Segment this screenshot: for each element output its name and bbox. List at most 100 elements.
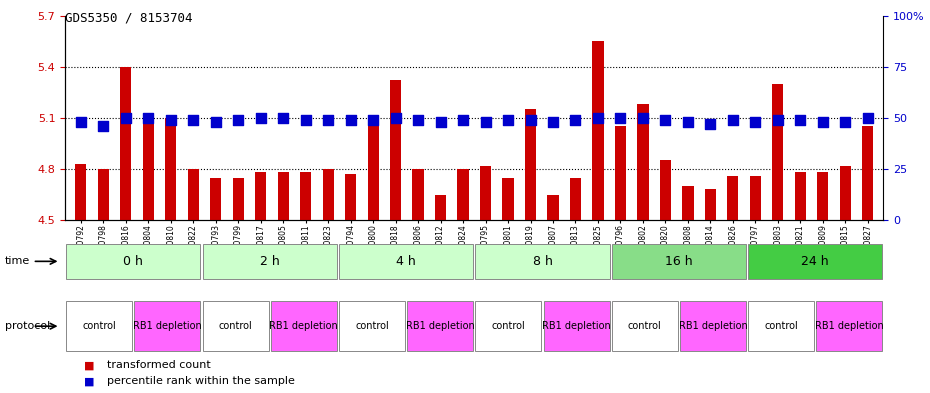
Text: RB1 depletion: RB1 depletion xyxy=(542,321,611,331)
Bar xyxy=(75,164,86,220)
Bar xyxy=(390,81,401,220)
Text: RB1 depletion: RB1 depletion xyxy=(133,321,202,331)
Bar xyxy=(750,176,761,220)
Text: 4 h: 4 h xyxy=(396,255,416,268)
Point xyxy=(96,123,111,129)
Point xyxy=(321,117,336,123)
Text: control: control xyxy=(628,321,661,331)
Bar xyxy=(166,118,177,220)
Point xyxy=(73,119,88,125)
Bar xyxy=(525,109,536,220)
Bar xyxy=(637,104,648,220)
Bar xyxy=(413,169,424,220)
FancyBboxPatch shape xyxy=(749,301,814,351)
Bar xyxy=(683,186,694,220)
FancyBboxPatch shape xyxy=(612,301,678,351)
Point xyxy=(523,117,538,123)
Text: transformed count: transformed count xyxy=(107,360,211,371)
Text: 8 h: 8 h xyxy=(533,255,552,268)
Bar xyxy=(210,178,221,220)
Bar xyxy=(345,174,356,220)
Text: percentile rank within the sample: percentile rank within the sample xyxy=(107,376,295,386)
Point xyxy=(793,117,808,123)
FancyBboxPatch shape xyxy=(66,301,132,351)
Bar xyxy=(570,178,581,220)
Point xyxy=(860,115,875,121)
Bar xyxy=(817,173,829,220)
Bar xyxy=(188,169,199,220)
Bar xyxy=(98,169,109,220)
FancyBboxPatch shape xyxy=(817,301,883,351)
Bar xyxy=(435,195,446,220)
Point xyxy=(770,117,785,123)
FancyBboxPatch shape xyxy=(612,244,746,279)
Bar xyxy=(705,189,716,220)
Text: time: time xyxy=(5,256,30,266)
Point xyxy=(816,119,830,125)
FancyBboxPatch shape xyxy=(66,244,200,279)
Point xyxy=(681,119,696,125)
FancyBboxPatch shape xyxy=(339,301,405,351)
Point xyxy=(411,117,426,123)
Text: control: control xyxy=(764,321,798,331)
Point xyxy=(231,117,246,123)
Text: 2 h: 2 h xyxy=(259,255,280,268)
Text: 24 h: 24 h xyxy=(802,255,830,268)
Point xyxy=(591,115,605,121)
Point xyxy=(118,115,133,121)
Point xyxy=(208,119,223,125)
Text: control: control xyxy=(492,321,525,331)
Point xyxy=(343,117,358,123)
Bar xyxy=(840,165,851,220)
Point xyxy=(658,117,672,123)
Bar xyxy=(255,173,266,220)
FancyBboxPatch shape xyxy=(475,301,541,351)
Bar xyxy=(548,195,559,220)
Bar xyxy=(502,178,513,220)
Text: 0 h: 0 h xyxy=(124,255,143,268)
Bar xyxy=(323,169,334,220)
Point xyxy=(500,117,515,123)
Text: control: control xyxy=(355,321,389,331)
Bar xyxy=(772,84,783,220)
Bar xyxy=(458,169,469,220)
Point xyxy=(725,117,740,123)
Text: control: control xyxy=(83,321,116,331)
Bar xyxy=(615,127,626,220)
FancyBboxPatch shape xyxy=(339,244,473,279)
Point xyxy=(433,119,448,125)
FancyBboxPatch shape xyxy=(680,301,746,351)
Text: ■: ■ xyxy=(84,376,94,386)
FancyBboxPatch shape xyxy=(749,244,883,279)
Bar xyxy=(795,173,806,220)
Text: RB1 depletion: RB1 depletion xyxy=(270,321,339,331)
Point xyxy=(703,121,718,127)
Point xyxy=(456,117,471,123)
Point xyxy=(276,115,291,121)
Bar xyxy=(659,160,671,220)
Point xyxy=(568,117,583,123)
Bar xyxy=(300,173,312,220)
Text: control: control xyxy=(219,321,252,331)
FancyBboxPatch shape xyxy=(407,301,473,351)
Point xyxy=(635,115,650,121)
Text: GDS5350 / 8153704: GDS5350 / 8153704 xyxy=(65,12,193,25)
Text: ■: ■ xyxy=(84,360,94,371)
Point xyxy=(140,115,155,121)
Text: 16 h: 16 h xyxy=(665,255,693,268)
Point xyxy=(186,117,201,123)
FancyBboxPatch shape xyxy=(203,244,337,279)
Bar xyxy=(120,67,131,220)
Bar xyxy=(277,173,289,220)
Text: RB1 depletion: RB1 depletion xyxy=(815,321,883,331)
FancyBboxPatch shape xyxy=(203,301,269,351)
Text: RB1 depletion: RB1 depletion xyxy=(405,321,474,331)
Point xyxy=(253,115,268,121)
FancyBboxPatch shape xyxy=(544,301,609,351)
Point xyxy=(613,115,628,121)
Bar xyxy=(232,178,244,220)
Text: protocol: protocol xyxy=(5,321,50,331)
Bar xyxy=(367,118,379,220)
Point xyxy=(546,119,561,125)
FancyBboxPatch shape xyxy=(135,301,200,351)
